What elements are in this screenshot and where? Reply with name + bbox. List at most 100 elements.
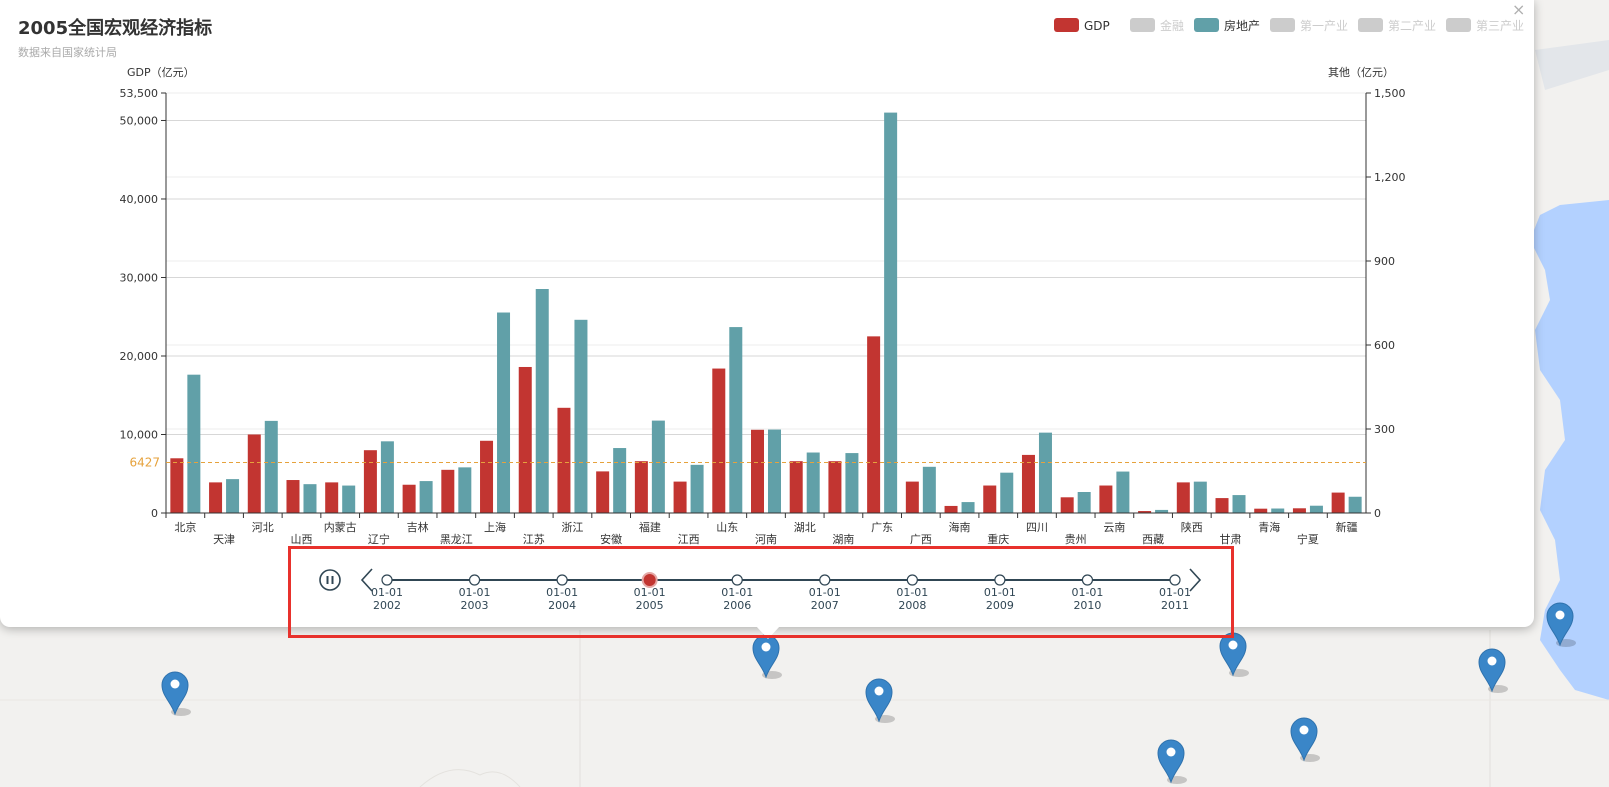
map-pin-dot (1228, 640, 1238, 650)
bar-gdp[interactable] (712, 368, 726, 513)
bar-gdp[interactable] (363, 450, 377, 513)
bar-gdp[interactable] (1331, 492, 1345, 513)
bar-real-estate[interactable] (1309, 505, 1323, 513)
pause-icon-bar (326, 576, 329, 584)
chevron-right-icon[interactable] (1189, 568, 1202, 592)
bar-gdp[interactable] (828, 461, 842, 513)
legend-item[interactable]: GDP (1054, 18, 1110, 33)
bar-real-estate[interactable] (768, 429, 781, 513)
bar-real-estate[interactable] (1348, 496, 1362, 513)
bar-gdp[interactable] (1215, 498, 1229, 513)
bar-real-estate[interactable] (574, 319, 588, 513)
bar-gdp[interactable] (170, 458, 184, 513)
bar-real-estate[interactable] (1116, 471, 1130, 513)
pause-button[interactable] (319, 569, 341, 591)
timeline-label-year: 2006 (723, 599, 751, 612)
bar-gdp[interactable] (751, 429, 764, 513)
bar-real-estate[interactable] (497, 312, 511, 513)
bar-gdp[interactable] (673, 481, 687, 513)
pause-icon (319, 569, 341, 591)
bar-gdp[interactable] (634, 461, 648, 513)
bar-real-estate[interactable] (380, 441, 394, 513)
timeline-label-year: 2011 (1161, 599, 1189, 612)
legend-item[interactable]: 房地产 (1194, 18, 1260, 33)
close-button[interactable]: × (1512, 0, 1526, 19)
bar-gdp[interactable] (596, 471, 610, 513)
bar-gdp[interactable] (557, 407, 571, 513)
bar-real-estate[interactable] (806, 452, 820, 513)
bar-gdp[interactable] (1021, 454, 1035, 513)
legend-label: 第一产业 (1300, 19, 1348, 33)
bar-gdp[interactable] (789, 461, 803, 513)
bar-real-estate[interactable] (187, 374, 201, 513)
timeline-label-year: 2009 (986, 599, 1014, 612)
bar-real-estate[interactable] (535, 289, 549, 513)
map-pin-icon[interactable] (1546, 602, 1576, 647)
bar-real-estate[interactable] (458, 467, 472, 513)
bar-real-estate[interactable] (729, 327, 743, 513)
bar-real-estate[interactable] (961, 502, 975, 513)
bar-real-estate[interactable] (1271, 508, 1285, 513)
legend-item[interactable]: 第三产业 (1446, 18, 1524, 33)
bar-gdp[interactable] (402, 484, 416, 513)
bar-real-estate[interactable] (845, 453, 859, 513)
legend-item[interactable]: 第一产业 (1270, 18, 1348, 33)
bar-gdp[interactable] (1099, 485, 1113, 513)
bar-gdp[interactable] (209, 482, 223, 513)
mark-line: 6427 (129, 456, 1366, 470)
map-pin-icon[interactable] (1290, 717, 1320, 762)
bar-real-estate[interactable] (1000, 472, 1014, 513)
legend-item[interactable]: 第二产业 (1358, 18, 1436, 33)
bar-real-estate[interactable] (1077, 492, 1091, 513)
bar-real-estate[interactable] (226, 479, 240, 513)
bar-real-estate[interactable] (342, 485, 356, 513)
bar-real-estate[interactable] (303, 484, 317, 513)
map-pin-icon[interactable] (1157, 739, 1187, 784)
bar-gdp[interactable] (480, 440, 494, 513)
bar-gdp[interactable] (1060, 497, 1074, 513)
bar-gdp[interactable] (1176, 482, 1190, 513)
bar-gdp[interactable] (1138, 511, 1152, 513)
timeline-dot (819, 574, 831, 586)
bar-gdp[interactable] (983, 485, 997, 513)
map-pin-icon[interactable] (865, 678, 895, 723)
map-pin-icon[interactable] (161, 671, 191, 716)
bar-gdp[interactable] (944, 505, 958, 513)
bar-gdp[interactable] (518, 366, 532, 513)
chevron-left-icon[interactable] (360, 568, 373, 592)
bar-real-estate[interactable] (1193, 481, 1207, 513)
bar-gdp[interactable] (325, 482, 339, 513)
bar-gdp[interactable] (1254, 508, 1268, 513)
bar-real-estate[interactable] (690, 464, 704, 513)
bar-real-estate[interactable] (922, 466, 936, 513)
bar-real-estate[interactable] (1038, 432, 1052, 513)
bar-real-estate[interactable] (1155, 509, 1169, 513)
bar-gdp[interactable] (286, 480, 300, 513)
legend-label: 第二产业 (1388, 19, 1436, 33)
bar-gdp[interactable] (247, 434, 261, 513)
bar-gdp[interactable] (1292, 508, 1306, 513)
bar-real-estate[interactable] (884, 112, 898, 513)
legend-item[interactable]: 金融 (1130, 18, 1184, 33)
bar-real-estate[interactable] (1232, 495, 1246, 513)
bar-real-estate[interactable] (651, 420, 665, 513)
bar-real-estate[interactable] (613, 448, 627, 513)
bar-gdp[interactable] (905, 481, 919, 513)
bar-gdp[interactable] (441, 469, 455, 513)
map-pin-icon[interactable] (1478, 648, 1508, 693)
timeline-dot (556, 574, 568, 586)
x-tick-label: 四川 (1026, 521, 1048, 534)
bar-real-estate[interactable] (264, 420, 278, 513)
bar-gdp[interactable] (867, 336, 881, 513)
bar-real-estate[interactable] (419, 481, 433, 513)
